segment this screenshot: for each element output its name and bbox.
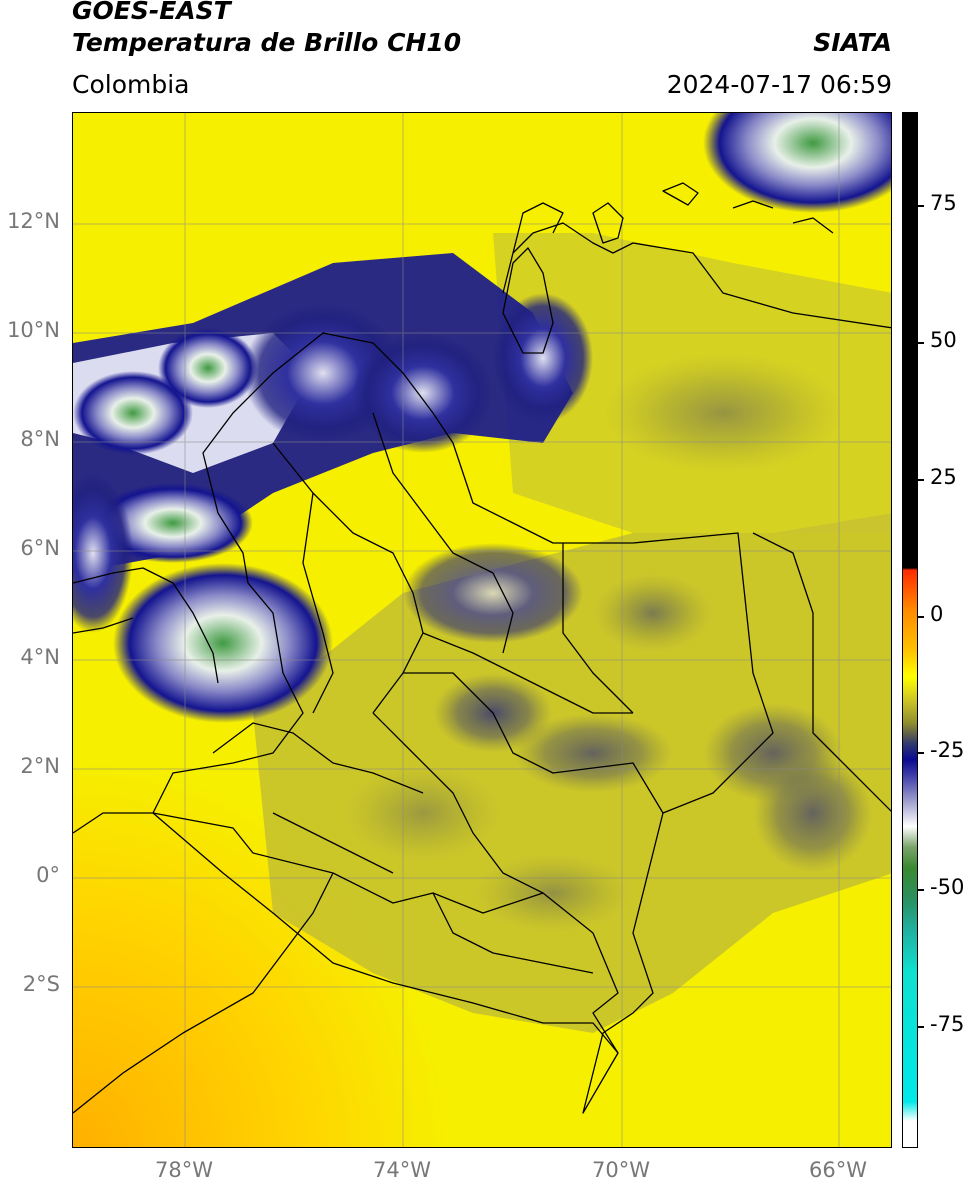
lon-label: 70°W [592, 1158, 650, 1182]
satellite-title: GOES-EAST [72, 0, 231, 25]
lat-label: 2°S [22, 972, 60, 996]
colorbar-tick [918, 205, 924, 207]
lon-label: 78°W [155, 1158, 213, 1182]
org-label: SIATA [813, 28, 892, 57]
lat-label: 4°N [20, 645, 60, 669]
lon-label: 74°W [373, 1158, 431, 1182]
colorbar-tick [918, 1026, 924, 1028]
colorbar [902, 112, 918, 1148]
lat-label: 10°N [7, 318, 60, 342]
colorbar-tick [918, 479, 924, 481]
lat-label: 6°N [20, 536, 60, 560]
lat-label: 12°N [7, 209, 60, 233]
colorbar-label: -50 [930, 875, 965, 899]
colorbar-label: -25 [930, 738, 965, 762]
colorbar-tick [918, 342, 924, 344]
lat-label: 0° [36, 863, 60, 887]
lat-label: 8°N [20, 427, 60, 451]
colorbar-tick [918, 752, 924, 754]
colorbar-label: 50 [930, 328, 957, 352]
colorbar-label: 75 [930, 191, 957, 215]
colorbar-label: 0 [930, 602, 944, 626]
lon-label: 66°W [809, 1158, 867, 1182]
colorbar-tick [918, 616, 924, 618]
colorbar-tick [918, 889, 924, 891]
brightness-temperature-map[interactable] [72, 112, 892, 1148]
colorbar-label: 25 [930, 465, 957, 489]
datetime-label: 2024-07-17 06:59 [666, 70, 892, 99]
lat-label: 2°N [20, 754, 60, 778]
product-title: Temperatura de Brillo CH10 [72, 28, 462, 57]
region-label: Colombia [72, 70, 190, 99]
colorbar-label: -75 [930, 1012, 965, 1036]
